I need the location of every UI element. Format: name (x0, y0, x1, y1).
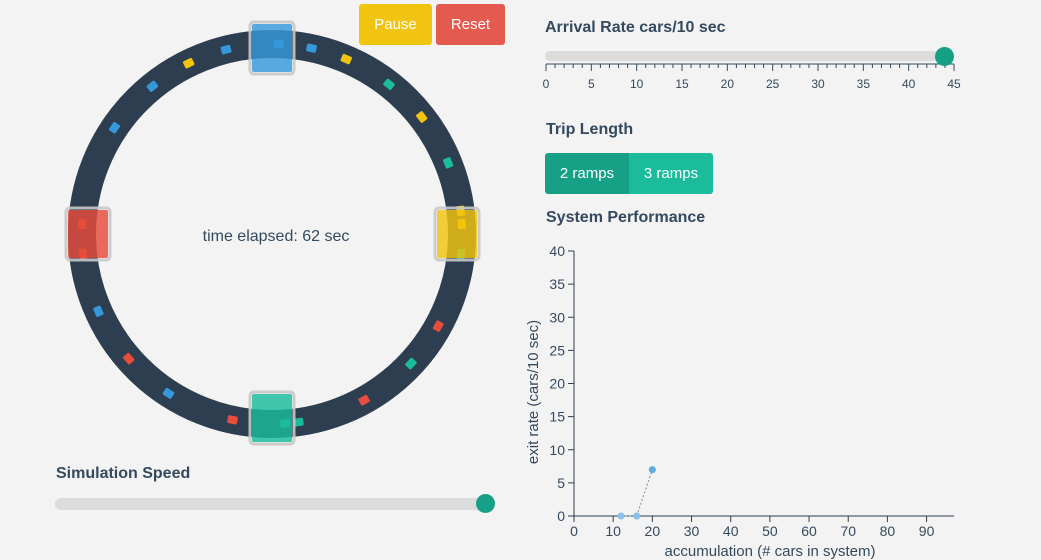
chart-x-tick-label: 90 (919, 523, 935, 539)
simulation-speed-track[interactable] (55, 498, 485, 510)
chart-data-point (617, 512, 625, 520)
arrival-rate-tick-label: 5 (588, 77, 595, 91)
car (146, 80, 159, 92)
chart-x-axis-label: accumulation (# cars in system) (665, 543, 876, 560)
arrival-rate-tick-label: 45 (947, 77, 961, 91)
arrival-rate-tick-label: 30 (811, 77, 825, 91)
car (383, 78, 395, 90)
ramp-red (64, 206, 112, 262)
ring-road-canvas (64, 20, 481, 446)
trip-length-option-3-ramps[interactable]: 3 ramps (629, 153, 713, 194)
chart-data-point (648, 466, 656, 474)
ramp-green (248, 390, 296, 446)
chart-y-tick-label: 25 (549, 342, 565, 358)
car (108, 121, 121, 134)
arrival-rate-tick-label: 35 (857, 77, 871, 91)
chart-y-tick-label: 10 (549, 442, 565, 458)
car (220, 44, 232, 55)
chart-x-tick-label: 30 (684, 523, 700, 539)
arrival-rate-tick-label: 15 (675, 77, 689, 91)
chart-y-tick-label: 30 (549, 309, 565, 325)
arrival-rate-label: Arrival Rate cars/10 sec (545, 19, 726, 36)
chart-x-tick-label: 60 (801, 523, 817, 539)
chart-x-tick-label: 70 (840, 523, 856, 539)
trip-length-option-2-ramps[interactable]: 2 ramps (545, 153, 629, 194)
chart-y-axis-label: exit rate (cars/10 sec) (525, 320, 542, 464)
car (340, 53, 352, 65)
car (405, 357, 417, 370)
arrival-rate-tick-label: 40 (902, 77, 916, 91)
chart-y-tick-label: 0 (557, 508, 565, 524)
chart-y-tick-label: 40 (549, 243, 565, 259)
ramp-blue (248, 20, 296, 76)
arrival-rate-tick-label: 20 (721, 77, 735, 91)
pause-button[interactable]: Pause (359, 4, 432, 45)
arrival-rate-tick-label: 25 (766, 77, 780, 91)
chart-y-tick-label: 20 (549, 376, 565, 392)
simulation-speed-thumb[interactable] (475, 494, 495, 513)
car (293, 417, 304, 427)
chart-x-tick-label: 50 (762, 523, 778, 539)
chart-x-tick-label: 40 (723, 523, 739, 539)
chart-x-tick-label: 80 (880, 523, 896, 539)
chart-title: System Performance (546, 209, 706, 226)
chart-x-tick-label: 0 (570, 523, 578, 539)
chart-trail-segment (636, 469, 653, 517)
arrival-rate-tick-label: 10 (630, 77, 644, 91)
car (227, 415, 238, 425)
chart-data-point (633, 512, 641, 520)
car (93, 305, 104, 317)
reset-button[interactable]: Reset (436, 4, 505, 45)
trip-length-label: Trip Length (546, 121, 634, 138)
car (443, 157, 454, 169)
car (432, 320, 444, 332)
arrival-rate-tick-label: 0 (543, 77, 550, 91)
time-elapsed-label: time elapsed: 62 sec (202, 228, 350, 245)
arrival-rate-thumb[interactable] (935, 47, 955, 66)
simulation-speed-label: Simulation Speed (56, 465, 191, 482)
car (306, 43, 317, 53)
chart-y-tick-label: 35 (549, 276, 565, 292)
car (358, 394, 370, 406)
car (162, 387, 175, 399)
chart-x-tick-label: 20 (645, 523, 661, 539)
car (182, 57, 195, 69)
chart-y-tick-label: 15 (549, 409, 565, 425)
ramp-yellow (433, 206, 481, 262)
arrival-rate-track[interactable] (545, 51, 945, 61)
chart-x-tick-label: 10 (605, 523, 621, 539)
arrival-rate-axis: 0 5 10 15 20 25 30 35 40 45 (543, 63, 961, 91)
car (416, 111, 428, 123)
car (122, 352, 135, 365)
chart-y-tick-label: 5 (557, 475, 565, 491)
